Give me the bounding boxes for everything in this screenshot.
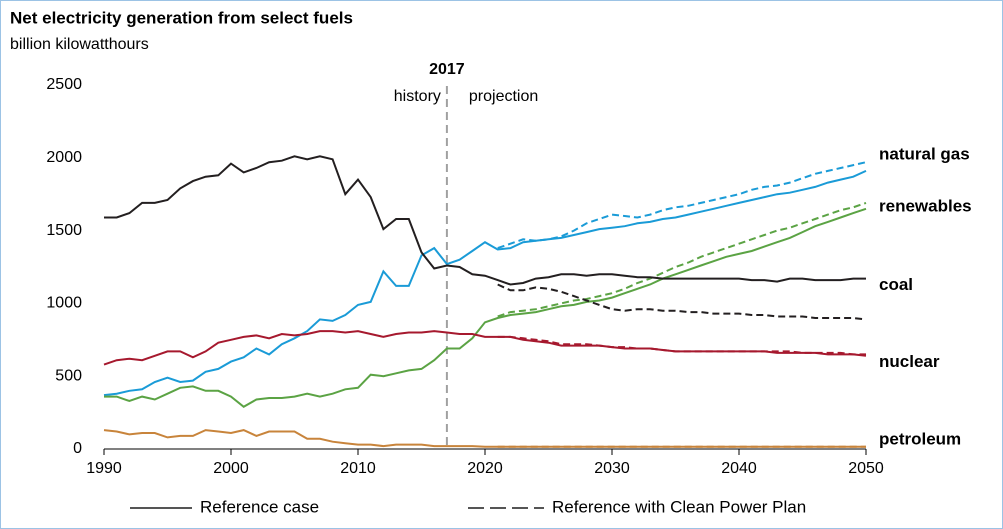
- series-line: [103, 169, 867, 397]
- x-tick-label: 2030: [594, 460, 630, 477]
- series-line: [104, 207, 867, 409]
- x-tick-label: 2000: [213, 460, 249, 477]
- x-tick-label: 2010: [340, 460, 376, 477]
- series-line-cpp: [497, 283, 867, 321]
- annotation-projection: projection: [469, 88, 538, 105]
- legend-label: Reference case: [200, 497, 319, 516]
- annotation-year: 2017: [429, 61, 465, 78]
- series-label: renewables: [879, 196, 972, 215]
- annotation-history: history: [394, 88, 441, 105]
- series-label: petroleum: [879, 429, 961, 448]
- series-line-cpp: [497, 335, 866, 356]
- series-label: nuclear: [879, 352, 940, 371]
- y-tick-label: 1000: [46, 295, 82, 312]
- series-line-cpp: [497, 201, 867, 318]
- x-tick-label: 2040: [721, 460, 757, 477]
- x-tick-label: 2050: [848, 460, 884, 477]
- y-tick-label: 0: [73, 440, 82, 457]
- chart-title: Net electricity generation from select f…: [10, 8, 353, 27]
- y-tick-label: 500: [55, 367, 82, 384]
- series-line: [103, 429, 866, 448]
- y-tick-label: 1500: [46, 222, 82, 239]
- series-line-cpp: [497, 161, 867, 250]
- y-tick-label: 2000: [46, 149, 82, 166]
- chart-subtitle: billion kilowatthours: [10, 36, 149, 53]
- x-tick-label: 1990: [86, 460, 122, 477]
- x-tick-label: 2020: [467, 460, 503, 477]
- series-label: natural gas: [879, 145, 970, 164]
- series-line: [104, 155, 866, 286]
- series-line: [103, 330, 867, 366]
- legend-label: Reference with Clean Power Plan: [552, 497, 806, 516]
- series-label: coal: [879, 275, 913, 294]
- y-tick-label: 2500: [46, 76, 82, 93]
